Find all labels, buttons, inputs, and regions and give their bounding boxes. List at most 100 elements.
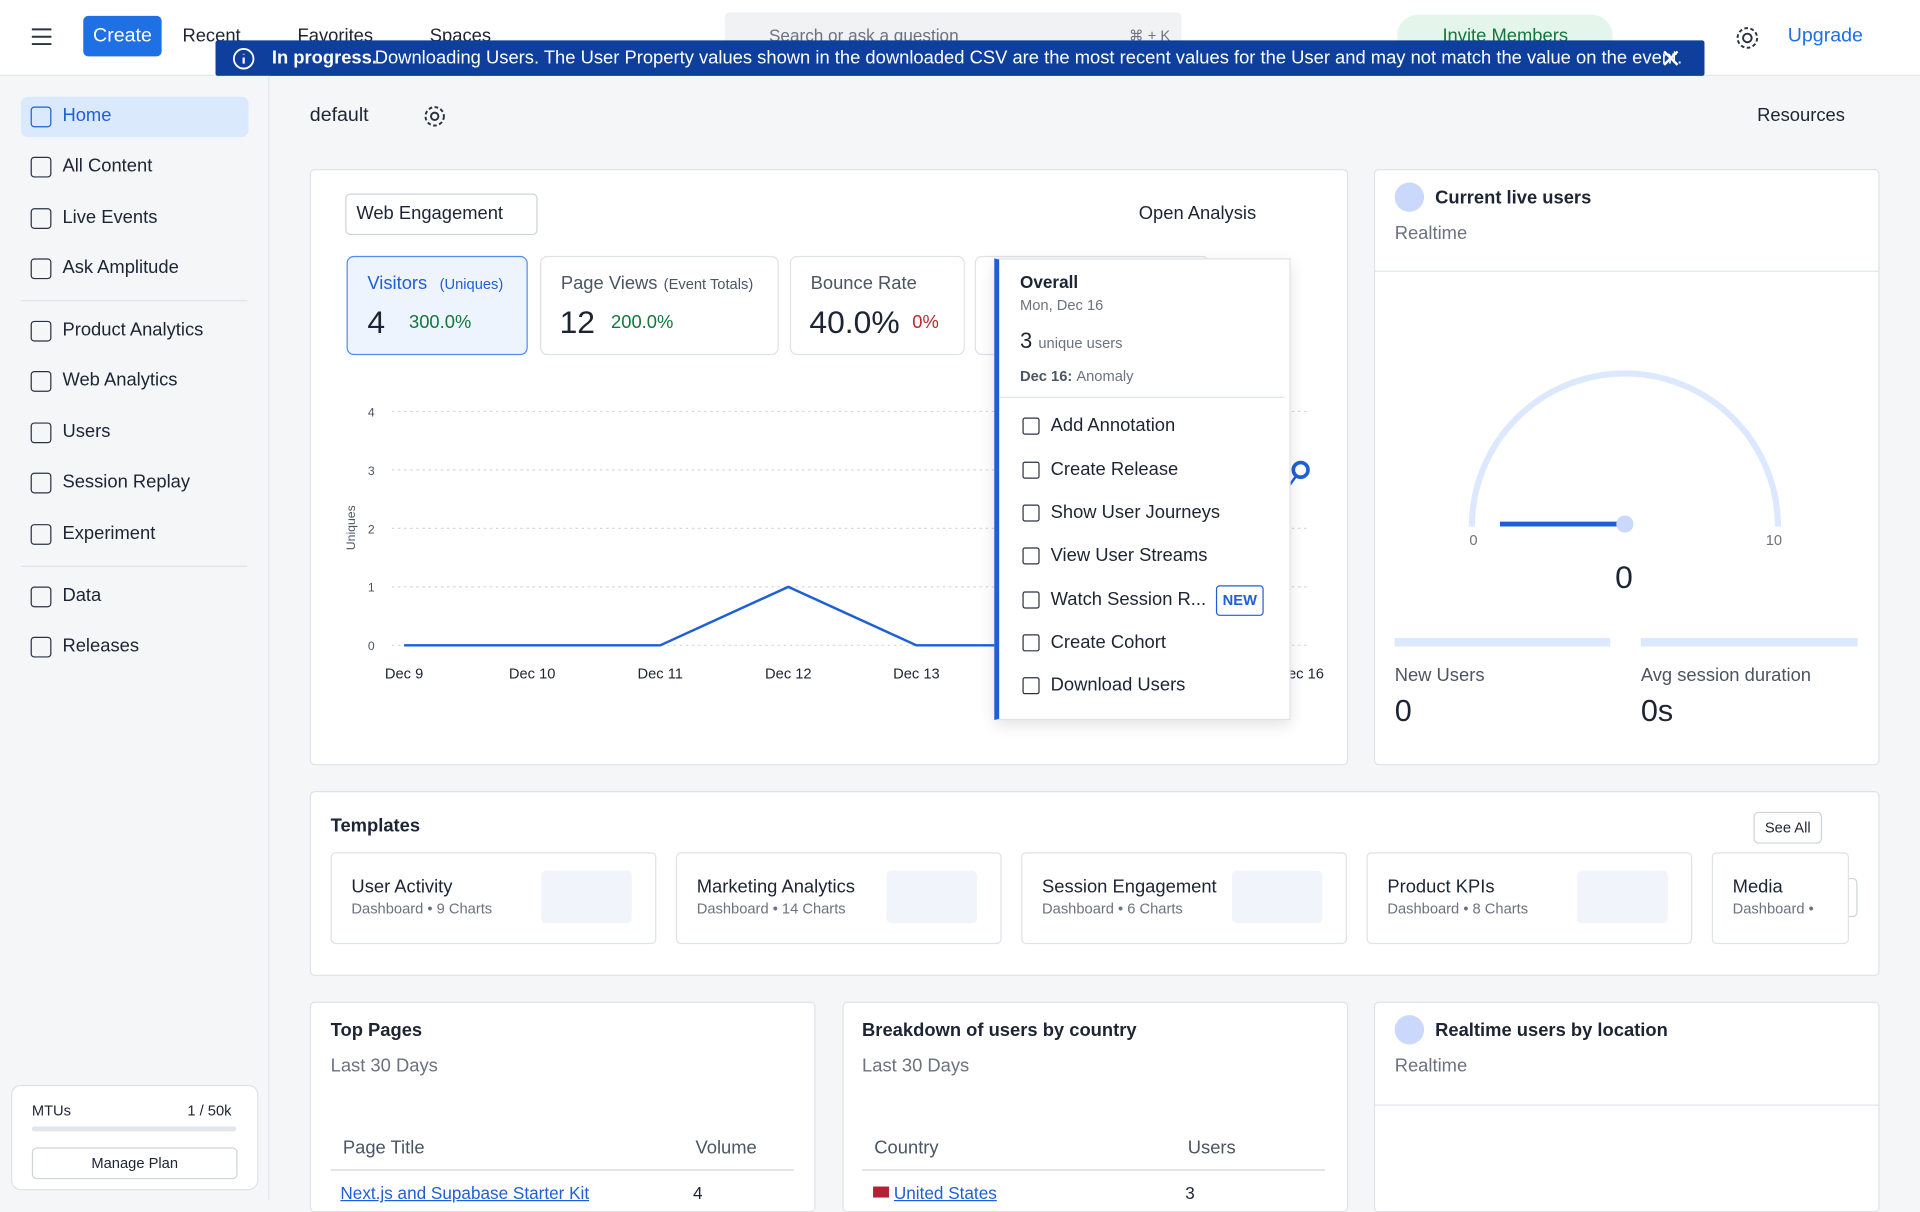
x-tick-label: Dec 13 xyxy=(893,666,940,682)
sidebar-icon xyxy=(31,371,52,392)
tooltip-date: Mon, Dec 16 xyxy=(1020,296,1103,313)
anomaly-label: Anomaly xyxy=(1076,367,1133,384)
sidebar-item[interactable]: Ask Amplitude xyxy=(62,257,178,278)
card-subtitle: Last 30 Days xyxy=(862,1056,969,1077)
menu-icon xyxy=(1022,547,1039,564)
template-sub: Dashboard • 14 Charts xyxy=(697,900,846,917)
mtu-label: MTUs xyxy=(32,1102,71,1119)
sidebar-item[interactable]: Session Replay xyxy=(62,471,190,492)
new-badge: NEW xyxy=(1216,585,1264,616)
menu-icon xyxy=(1022,504,1039,521)
column-header: Users xyxy=(1188,1138,1236,1159)
sidebar-item[interactable]: Product Analytics xyxy=(62,320,203,341)
sidebar-item[interactable]: Data xyxy=(62,585,101,606)
sidebar-item[interactable]: Home xyxy=(62,105,111,126)
column-header: Volume xyxy=(696,1138,757,1159)
divider xyxy=(331,1169,794,1170)
menu-item[interactable]: Show User Journeys xyxy=(1051,502,1220,523)
stat-label: Avg session duration xyxy=(1641,665,1811,686)
live-dot xyxy=(1395,182,1424,211)
stat-label: New Users xyxy=(1395,665,1485,686)
y-tick-label: 2 xyxy=(368,522,375,536)
template-title: Session Engagement xyxy=(1042,877,1217,898)
template-thumb xyxy=(1232,871,1323,924)
menu-item[interactable]: View User Streams xyxy=(1051,545,1208,566)
flag xyxy=(873,1187,889,1198)
x-tick-label: Dec 9 xyxy=(385,666,423,682)
y-tick-label: 1 xyxy=(368,581,375,595)
x-tick-label: Dec 10 xyxy=(509,666,556,682)
sidebar-icon xyxy=(31,321,52,342)
column-header: Country xyxy=(874,1138,938,1159)
sidebar-item[interactable]: Web Analytics xyxy=(62,370,177,391)
sidebar-icon xyxy=(31,208,52,229)
x-tick-label: Dec 12 xyxy=(765,666,812,682)
divider xyxy=(1374,271,1878,272)
live-title: Current live users xyxy=(1435,187,1591,208)
stat-bar xyxy=(1395,638,1611,647)
template-card[interactable] xyxy=(1712,852,1849,944)
template-sub: Dashboard • 9 Charts xyxy=(351,900,492,917)
stat-bar xyxy=(1641,638,1858,647)
card-subtitle: Last 30 Days xyxy=(331,1056,438,1077)
card-title: Breakdown of users by country xyxy=(862,1020,1137,1041)
stat-value: 0s xyxy=(1641,694,1673,730)
y-axis-label: Uniques xyxy=(344,505,358,550)
y-tick-label: 0 xyxy=(368,639,375,653)
menu-item[interactable]: Create Release xyxy=(1051,459,1179,480)
gauge-max: 10 xyxy=(1766,531,1782,548)
y-tick-label: 4 xyxy=(368,405,375,419)
sidebar-item[interactable]: Experiment xyxy=(62,523,155,544)
y-tick-label: 3 xyxy=(368,464,375,478)
menu-icon xyxy=(1022,418,1039,435)
sidebar-icon xyxy=(31,422,52,443)
gauge-min: 0 xyxy=(1469,531,1477,548)
menu-icon xyxy=(1022,634,1039,651)
menu-item[interactable]: Create Cohort xyxy=(1051,632,1166,653)
menu-item[interactable]: Watch Session R... xyxy=(1051,589,1207,610)
menu-icon xyxy=(1022,462,1039,479)
see-all[interactable]: See All xyxy=(1753,812,1822,844)
sidebar-icon xyxy=(31,258,52,279)
gauge xyxy=(1457,361,1794,539)
template-thumb xyxy=(887,871,978,924)
menu-icon xyxy=(1022,677,1039,694)
mtu-value: 1 / 50k xyxy=(187,1102,231,1119)
sidebar-icon xyxy=(31,587,52,608)
live-subtitle: Realtime xyxy=(1395,223,1467,244)
card-subtitle: Realtime xyxy=(1395,1056,1467,1077)
sidebar-item[interactable]: Live Events xyxy=(62,207,157,228)
template-sub: Dashboard • xyxy=(1733,900,1814,917)
template-thumb xyxy=(1577,871,1668,924)
template-sub: Dashboard • 8 Charts xyxy=(1387,900,1528,917)
gauge-value: 0 xyxy=(1615,558,1633,596)
card-title: Top Pages xyxy=(331,1020,423,1041)
sidebar-icon xyxy=(31,473,52,494)
menu-item[interactable]: Download Users xyxy=(1051,675,1186,696)
menu-item[interactable]: Add Annotation xyxy=(1051,415,1176,436)
template-title: Media xyxy=(1733,877,1783,898)
divider xyxy=(999,397,1284,398)
highlight-point xyxy=(1293,463,1308,478)
stat-value: 0 xyxy=(1395,694,1412,730)
sidebar-icon xyxy=(31,107,52,128)
sidebar-item[interactable]: Users xyxy=(62,421,110,442)
menu-icon xyxy=(1022,591,1039,608)
live-dot xyxy=(1395,1015,1424,1044)
mtu-bar xyxy=(32,1127,236,1132)
sidebar-icon xyxy=(31,157,52,178)
divider xyxy=(862,1169,1325,1170)
manage-plan[interactable]: Manage Plan xyxy=(32,1147,238,1179)
template-title: Product KPIs xyxy=(1387,877,1494,898)
card-title: Realtime users by location xyxy=(1435,1020,1668,1041)
divider xyxy=(1374,1104,1878,1105)
template-sub: Dashboard • 6 Charts xyxy=(1042,900,1183,917)
templates-title: Templates xyxy=(331,816,421,837)
column-header: Page Title xyxy=(343,1138,425,1159)
sidebar-item[interactable]: All Content xyxy=(62,156,152,177)
sidebar-item[interactable]: Releases xyxy=(62,636,139,657)
template-title: User Activity xyxy=(351,877,452,898)
sidebar-icon xyxy=(31,524,52,545)
